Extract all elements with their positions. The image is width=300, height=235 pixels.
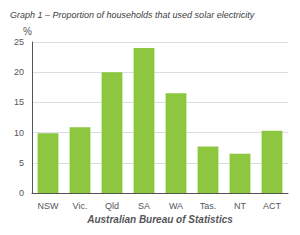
svg-text:NT: NT [234, 201, 246, 211]
svg-text:Qld: Qld [105, 201, 119, 211]
svg-text:20: 20 [14, 67, 24, 77]
svg-text:5: 5 [19, 158, 24, 168]
svg-text:0: 0 [19, 188, 24, 198]
svg-text:Vic.: Vic. [73, 201, 88, 211]
svg-text:Tas.: Tas. [200, 201, 217, 211]
svg-text:Australian Bureau of Statistic: Australian Bureau of Statistics [86, 214, 233, 225]
svg-text:SA: SA [138, 201, 150, 211]
svg-text:NSW: NSW [38, 201, 60, 211]
svg-text:15: 15 [14, 97, 24, 107]
svg-text:%: % [23, 26, 32, 37]
svg-text:25: 25 [14, 37, 24, 47]
svg-text:ACT: ACT [263, 201, 282, 211]
svg-text:Graph 1 – Proportion of househ: Graph 1 – Proportion of households that … [10, 10, 255, 20]
svg-text:10: 10 [14, 128, 24, 138]
svg-text:WA: WA [169, 201, 183, 211]
